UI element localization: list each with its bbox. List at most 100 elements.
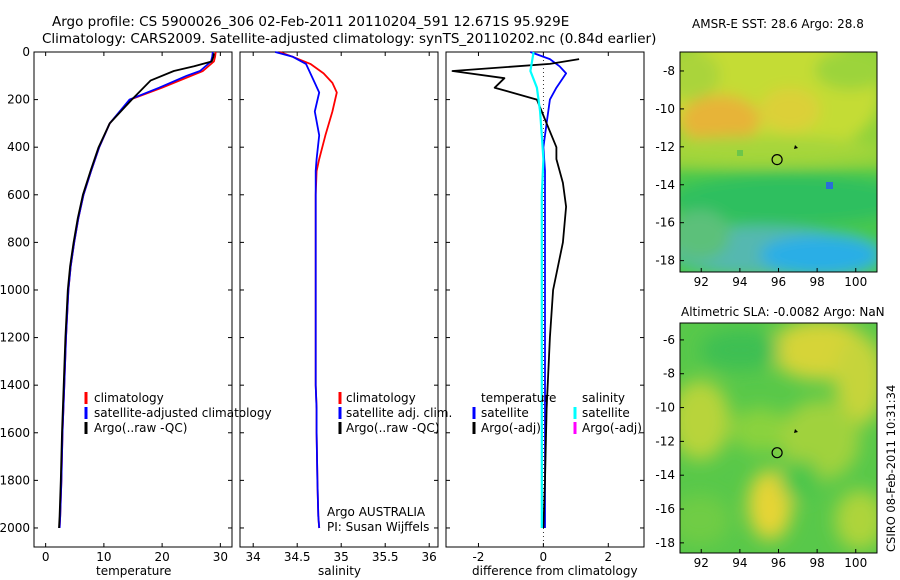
- series-line-salinity-satellite: [529, 51, 545, 528]
- diff-legend-temp-sat-label: satellite: [481, 406, 529, 420]
- title-line-2: Climatology: CARS2009. Satellite-adjuste…: [42, 31, 656, 47]
- y-tick-label: 2000: [0, 521, 30, 535]
- difference-axes-box: [445, 51, 645, 548]
- map-x-tick-label: 100: [844, 556, 867, 570]
- x-tick-label: 30: [213, 550, 228, 564]
- legend-satellite-label: satellite-adjusted climatology: [94, 406, 272, 420]
- salinity-series: [274, 51, 338, 529]
- x-tick-label: 0: [42, 550, 50, 564]
- map-x-tick-label: 98: [809, 556, 824, 570]
- legend-argo-label: Argo(..raw -QC): [94, 421, 187, 435]
- temperature-series: [58, 51, 217, 529]
- diff-legend-sal-sat-label: satellite: [582, 406, 630, 420]
- csiro-credit: CSIRO 08-Feb-2011 10:31:34: [884, 385, 898, 552]
- y-tick-label: 1800: [0, 473, 30, 487]
- legend-climatology-label: climatology: [94, 391, 164, 405]
- temperature-y-ticks: 0 200 400 600 800 1000 1200 1400 1600 1800 2000: [0, 45, 232, 535]
- map-y-tick-label: -6: [663, 333, 675, 347]
- diff-legend-salinity-header: salinity: [582, 391, 625, 405]
- x-tick-label: 34.5: [284, 550, 311, 564]
- sst-field: [680, 52, 877, 272]
- map-y-tick-label: -8: [663, 367, 675, 381]
- series-line-satellite-adj-clim-: [274, 51, 321, 529]
- x-tick-label: 35: [334, 550, 349, 564]
- map-y-tick-label: -10: [655, 102, 675, 116]
- sla-map-panel: Altimetric SLA: -0.0082 Argo: NaN 92 94 96…: [655, 305, 885, 570]
- difference-panel: -2 0 2 difference from climatology tempera…: [445, 51, 645, 578]
- sla-y-ticks: -6 -8 -10 -12 -14 -16 -18: [655, 333, 684, 550]
- map-x-tick-label: 100: [844, 275, 867, 289]
- y-tick-label: 600: [7, 188, 30, 202]
- map-y-tick-label: -18: [655, 536, 675, 550]
- temperature-x-ticks: 0 10 20 30: [42, 52, 228, 564]
- temperature-xlabel: temperature: [96, 564, 171, 578]
- sst-float-arrow-icon: [794, 145, 798, 149]
- temperature-axes-box: [33, 51, 233, 548]
- sla-map-title: Altimetric SLA: -0.0082 Argo: NaN: [681, 305, 885, 319]
- difference-series: [451, 51, 580, 529]
- y-tick-label: 1600: [0, 426, 30, 440]
- series-line-temperature-satellite: [530, 51, 567, 528]
- difference-xlabel: difference from climatology: [472, 564, 638, 578]
- pi-annotation: PI: Susan Wijffels: [327, 520, 429, 534]
- x-tick-label: -2: [472, 550, 484, 564]
- y-tick-label: 1000: [0, 283, 30, 297]
- map-y-tick-label: -12: [655, 140, 675, 154]
- series-line-climatology: [58, 51, 217, 529]
- temperature-legend: climatology satellite-adjusted climatolo…: [84, 391, 272, 435]
- x-tick-label: 36: [422, 550, 437, 564]
- salinity-axes-box: [239, 51, 439, 548]
- diff-legend-temp-argo-label: Argo(-adj): [481, 421, 541, 435]
- sal-legend-climatology-label: climatology: [346, 391, 416, 405]
- map-y-tick-label: -16: [655, 502, 675, 516]
- map-y-tick-label: -10: [655, 401, 675, 415]
- diff-legend-temperature-header: temperature: [481, 391, 556, 405]
- map-x-tick-label: 92: [694, 275, 709, 289]
- sst-float-location-marker: [771, 154, 783, 166]
- series-line-argo-raw-qc-: [58, 53, 215, 529]
- y-tick-label: 0: [22, 45, 30, 59]
- map-x-tick-label: 92: [694, 556, 709, 570]
- map-y-tick-label: -14: [655, 468, 675, 482]
- salinity-x-ticks: 34 34.5 35 35.5 36: [246, 52, 437, 564]
- argo-australia-annotation: Argo AUSTRALIA: [327, 505, 426, 519]
- y-tick-label: 200: [7, 93, 30, 107]
- difference-y-ticks: [446, 51, 644, 529]
- map-y-tick-label: -12: [655, 434, 675, 448]
- sst-map-panel: AMSR-E SST: 28.6 Argo: 28.8 92 94 96 98 1: [655, 17, 878, 289]
- y-tick-label: 400: [7, 140, 30, 154]
- map-y-tick-label: -8: [663, 64, 675, 78]
- x-tick-label: 34: [246, 550, 261, 564]
- map-x-tick-label: 98: [809, 275, 824, 289]
- map-y-tick-label: -14: [655, 178, 675, 192]
- x-tick-label: 20: [154, 550, 169, 564]
- x-tick-label: 2: [604, 550, 612, 564]
- x-tick-label: 0: [540, 550, 548, 564]
- sst-map-title: AMSR-E SST: 28.6 Argo: 28.8: [692, 17, 864, 31]
- sst-x-ticks: 92 94 96 98 100: [694, 268, 867, 289]
- diff-legend-sal-argo-label: Argo(-adj): [582, 421, 642, 435]
- salinity-xlabel: salinity: [318, 564, 361, 578]
- sal-legend-satellite-label: satellite adj. clim.: [346, 406, 452, 420]
- series-line-temperature-argo-adj-: [451, 58, 580, 529]
- map-x-tick-label: 96: [771, 556, 786, 570]
- map-y-tick-label: -18: [655, 254, 675, 268]
- sst-y-ticks: -8 -10 -12 -14 -16 -18: [655, 64, 684, 268]
- series-line-satellite-adjusted-climatology: [58, 51, 214, 529]
- y-tick-label: 1400: [0, 378, 30, 392]
- title-line-1: Argo profile: CS 5900026_306 02-Feb-2011…: [52, 14, 569, 30]
- salinity-panel: 34 34.5 35 35.5 36 salinity climatology sate…: [239, 51, 452, 578]
- map-x-tick-label: 94: [732, 556, 747, 570]
- sla-x-ticks: 92 94 96 98 100: [694, 549, 867, 570]
- temperature-panel: 0 200 400 600 800 1000 1200 1400 1600 1800 2000 0 1…: [0, 45, 272, 578]
- y-tick-label: 1200: [0, 331, 30, 345]
- map-x-tick-label: 96: [771, 275, 786, 289]
- salinity-legend: climatology satellite adj. clim. Argo(..…: [338, 391, 452, 435]
- series-line-climatology: [279, 51, 338, 529]
- sla-float-arrow-icon: [794, 429, 798, 433]
- sla-float-location-marker: [771, 447, 783, 459]
- y-tick-label: 800: [7, 235, 30, 249]
- difference-legend: temperature salinity satellite Argo(-adj…: [472, 391, 642, 435]
- x-tick-label: 10: [96, 550, 111, 564]
